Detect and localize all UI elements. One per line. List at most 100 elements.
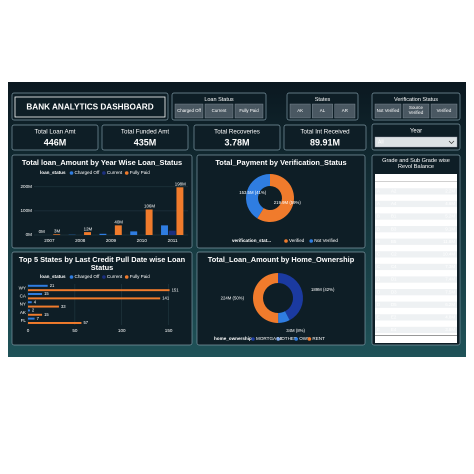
bar [161,225,168,235]
slicer-button[interactable] [430,103,458,119]
table-cell: A1 [391,182,397,187]
data-label: 224M (50%) [221,295,245,300]
data-label: 153.5M (41%) [239,190,267,195]
slicer-option-box[interactable]: Verified [431,104,457,118]
slicer-option[interactable]: AK [297,107,304,113]
table-cell: 6.2M [445,302,455,307]
slicer-option-box[interactable]: Current [205,104,233,118]
chart-title: Total_Loan_Amount by Home_Ownership [207,254,355,264]
slicer-button[interactable] [234,103,264,119]
slicer-option-box[interactable]: Not Verified [375,104,401,118]
kpi-value: 89.91M [310,137,340,147]
legend-swatch [276,337,281,341]
table-cell: D4 [391,296,397,301]
table-cell: A4 [391,201,397,206]
data-label: 106M [144,204,155,209]
table-cell: 6.3M [445,296,455,301]
table-cell: C [377,251,380,256]
y-tick-label: FL [21,318,27,323]
slicer-option[interactable]: Current [211,107,227,113]
table-row-band [375,314,457,321]
data-label: 40M [114,220,123,225]
slicer-option-box[interactable]: Source Verified [403,104,429,118]
slicer-option[interactable]: Charged Off [177,107,201,113]
slicer-option[interactable]: Fully Paid [239,107,259,113]
chart-title-box: Top 5 States by Last Credit Pull Date wi… [19,256,185,272]
table-title-box: Grade and Sub Grade wise Revol Balance [382,158,450,170]
table-row-band [375,251,457,258]
kpi-label: Total Int Received [300,129,350,136]
kpi-value: 3.78M [224,137,249,147]
slicer-option-box[interactable]: AL [312,104,332,118]
table-cell: 7.4M [445,277,455,282]
table-cell: D [377,283,380,288]
slicer-option-box[interactable]: AR [335,104,355,118]
table-row-band [375,238,457,245]
slicer-option[interactable]: AR [341,107,348,113]
slicer-option[interactable]: Not Verified [376,107,400,113]
table-cell: B [377,214,380,219]
bar [28,301,32,304]
pie-slice [278,273,303,321]
y-tick-label: WY [19,285,26,290]
table-cell: C3 [391,258,397,263]
data-label: 3M [54,228,60,233]
table-total-value: 551.0M [440,336,455,341]
slicer-button[interactable] [312,103,333,119]
title-frame [14,96,166,118]
slicer-button[interactable] [204,103,234,119]
table-cell: B5 [391,239,397,244]
table-cell: 4.6M [445,201,455,206]
legend-swatch [251,337,255,341]
data-label: 198M [175,181,186,186]
chart-title-box: Total_Payment by Verification_Status [215,157,347,167]
table-cell: D5 [391,302,397,307]
year-dropdown[interactable] [374,136,458,148]
table-cell: E [377,327,380,332]
year-value: All [378,140,384,146]
slicer-option[interactable]: Verified [436,107,452,113]
legend-label: Current [107,170,123,175]
slicer-button[interactable] [374,103,402,119]
legend-title: loan_status [40,170,66,175]
table-cell: B1 [391,214,397,219]
bar [28,305,59,308]
legend-swatch [124,275,129,279]
bar [28,313,43,316]
slicer-button[interactable] [402,103,430,119]
legend-label: Charged Off [75,170,101,175]
chart-title: Total_Payment by Verification_Status [215,157,347,167]
table-cell: 3.4M [445,195,455,200]
header-panel [11,92,169,121]
legend-label: Verified [289,238,305,243]
kpi-value: 446M [44,137,67,147]
legend-swatch [284,239,288,243]
y-tick-label: 100M [21,208,33,213]
kpi-label: Total Loan Amt [35,129,76,136]
slicer-button[interactable] [289,103,311,119]
legend-title: verification_stat... [232,238,271,243]
table-cell: C1 [391,245,397,250]
slicer-option-box[interactable]: Fully Paid [235,104,263,118]
slicer-option-box[interactable]: Charged Off [175,104,203,118]
table-cell: B4 [391,233,397,238]
x-tick-label: 2010 [137,238,148,243]
dropdown-chevron [448,140,455,144]
data-label: 151 [172,287,180,292]
table-cell: C [377,270,380,275]
slicer-button[interactable] [174,103,204,119]
slicer-option[interactable]: Source Verified [408,105,424,115]
legend-label: Fully Paid [130,274,151,279]
pie-slice [252,273,279,323]
legend-swatch [124,171,129,175]
chart-title: Total loan_Amount by Year Wise Loan_Stat… [21,157,183,167]
slicer-option-box[interactable]: AK [290,104,310,118]
kpi-card [283,124,367,151]
slicer-option[interactable]: AL [319,107,326,113]
kpi-label: Total Recoveries [214,129,260,136]
slicer-button[interactable] [334,103,356,119]
bar [114,225,122,235]
x-tick-label: 2007 [44,238,55,243]
bar [145,209,153,235]
legend-title: home_ownership [214,336,252,341]
